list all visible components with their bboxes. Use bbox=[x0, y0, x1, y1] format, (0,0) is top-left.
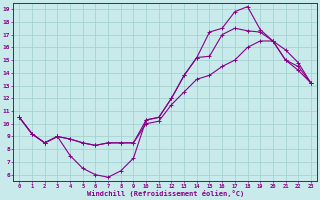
X-axis label: Windchill (Refroidissement éolien,°C): Windchill (Refroidissement éolien,°C) bbox=[86, 190, 244, 197]
